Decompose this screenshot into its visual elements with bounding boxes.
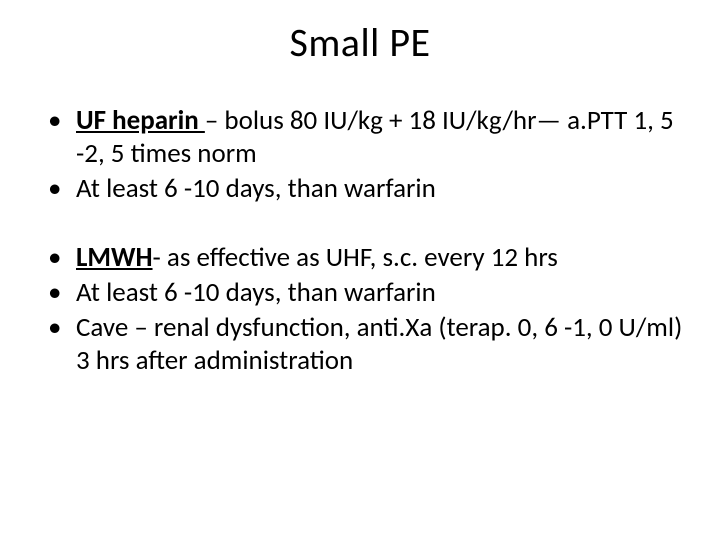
bullet-group-2: LMWH- as effective as UHF, s.c. every 12… — [48, 242, 686, 378]
slide: Small PE UF heparin – bolus 80 IU/kg + 1… — [0, 0, 720, 540]
bullet-group-1: UF heparin – bolus 80 IU/kg + 18 IU/kg/h… — [48, 105, 686, 206]
bullet-item: At least 6 -10 days, than warfarin — [48, 277, 686, 310]
bullet-item: Cave – renal dysfunction, anti.Xa (terap… — [48, 312, 686, 378]
bullet-text: Cave – renal dysfunction, anti.Xa (terap… — [76, 311, 682, 377]
bullet-text: At least 6 -10 days, than warfarin — [76, 172, 436, 205]
bullet-lead: LMWH — [76, 241, 153, 274]
bullet-item: At least 6 -10 days, than warfarin — [48, 173, 686, 206]
bullet-item: UF heparin – bolus 80 IU/kg + 18 IU/kg/h… — [48, 105, 686, 171]
bullet-text: - as effective as UHF, s.c. every 12 hrs — [153, 241, 558, 274]
slide-title: Small PE — [34, 18, 686, 67]
bullet-item: LMWH- as effective as UHF, s.c. every 12… — [48, 242, 686, 275]
group-gap — [34, 208, 686, 242]
bullet-lead: UF heparin — [76, 104, 205, 137]
bullet-text: At least 6 -10 days, than warfarin — [76, 276, 436, 309]
